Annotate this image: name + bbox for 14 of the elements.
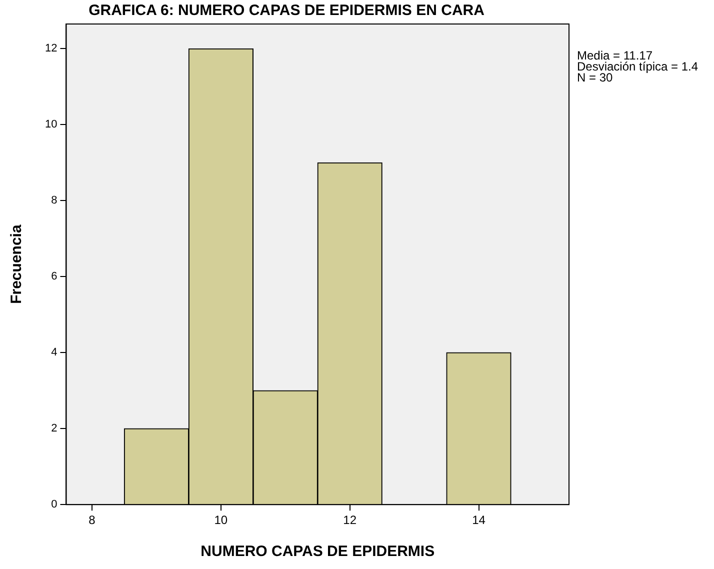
y-tick-label: 0 [51,498,58,511]
x-tick-label: 8 [88,513,96,528]
x-axis-title: NUMERO CAPAS DE EPIDERMIS [200,543,435,560]
y-tick-label: 8 [51,194,58,207]
x-tick-label: 14 [472,513,486,528]
chart-title: GRAFICA 6: NUMERO CAPAS DE EPIDERMIS EN CARA [88,2,485,20]
y-tick-label: 2 [51,422,58,435]
x-tick-label: 12 [343,513,357,528]
y-tick-label: 10 [44,118,58,131]
x-tick-label: 10 [214,513,228,528]
y-tick-label: 4 [51,346,58,359]
y-tick-label: 12 [44,42,58,55]
y-tick-label: 6 [51,270,58,283]
y-axis-title: Frecuencia [8,224,26,304]
